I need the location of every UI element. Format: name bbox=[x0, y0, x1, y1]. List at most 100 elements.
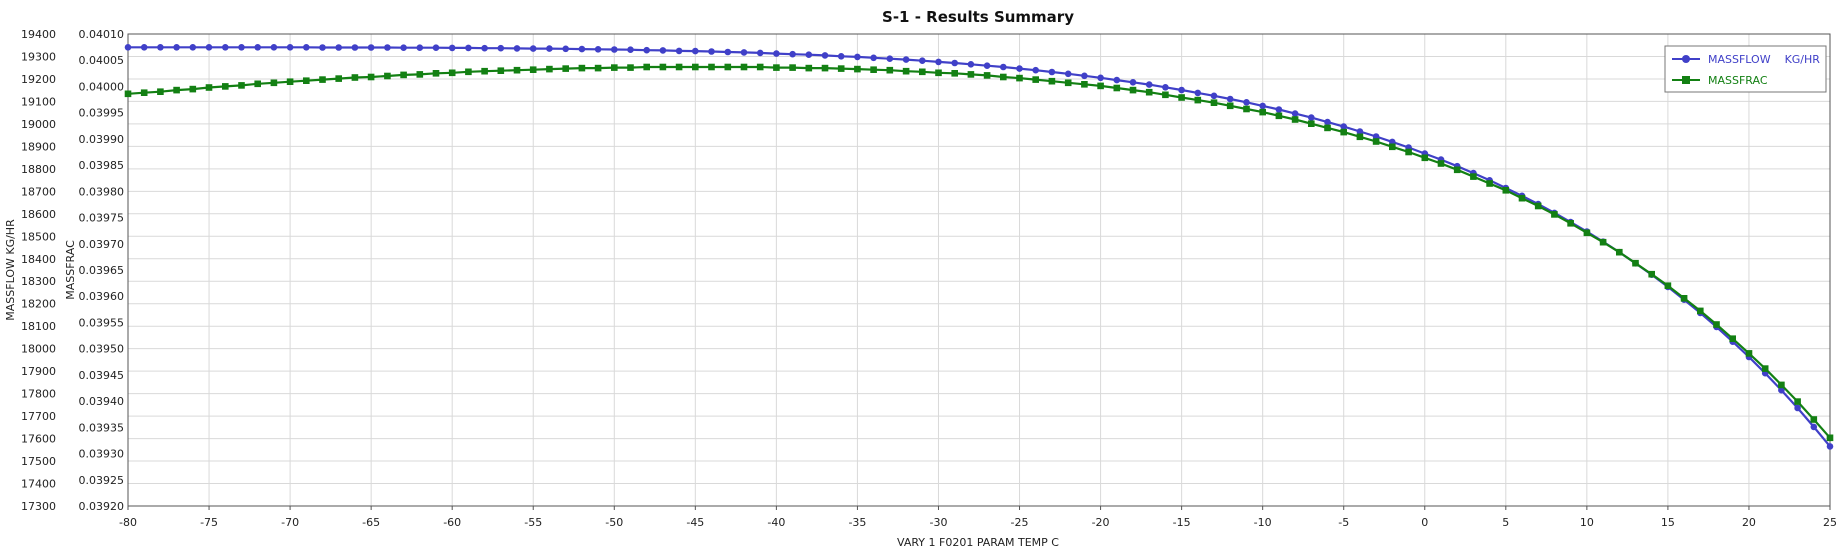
massflow-point bbox=[416, 44, 424, 51]
massfrac-point bbox=[1761, 365, 1769, 372]
right-y-tick-label: 0.03985 bbox=[79, 159, 125, 172]
massfrac-point bbox=[1486, 180, 1493, 187]
massfrac-point bbox=[1097, 82, 1104, 90]
massfrac-point bbox=[335, 75, 342, 82]
massfrac-point bbox=[1616, 248, 1623, 256]
massflow-point bbox=[1129, 79, 1137, 86]
right-y-tick-label: 0.03945 bbox=[79, 369, 125, 382]
massfrac-point bbox=[562, 65, 569, 72]
massfrac-point bbox=[1372, 138, 1380, 145]
legend-massfrac-label: MASSFRAC bbox=[1708, 74, 1768, 87]
massflow-point bbox=[1259, 102, 1266, 110]
massfrac-point bbox=[1421, 154, 1429, 162]
massfrac-point bbox=[1081, 81, 1088, 88]
massfrac-point bbox=[1016, 74, 1023, 82]
massfrac-point bbox=[1697, 307, 1704, 315]
massflow-point bbox=[546, 45, 553, 52]
left-y-tick-label: 17700 bbox=[21, 410, 56, 423]
massfrac-point bbox=[416, 71, 424, 78]
massfrac-point bbox=[497, 67, 505, 74]
massfrac-point bbox=[189, 85, 197, 93]
massfrac-point bbox=[1356, 133, 1364, 141]
massflow-point bbox=[692, 47, 699, 55]
x-tick-label: -80 bbox=[119, 516, 137, 529]
massflow-point bbox=[967, 61, 975, 68]
massfrac-point bbox=[448, 69, 456, 77]
massflow-point bbox=[902, 56, 910, 63]
massfrac-point bbox=[594, 64, 602, 72]
massfrac-point bbox=[1794, 398, 1801, 405]
right-y-tick-label: 0.03970 bbox=[79, 238, 125, 251]
massflow-point bbox=[1081, 72, 1088, 80]
massfrac-point bbox=[384, 72, 391, 80]
left-y-tick-label: 18300 bbox=[21, 275, 56, 288]
x-tick-label: 25 bbox=[1823, 516, 1837, 529]
massfrac-point bbox=[1324, 124, 1331, 132]
massfrac-point bbox=[1194, 96, 1202, 104]
x-tick-label: -55 bbox=[524, 516, 542, 529]
x-tick-label: 15 bbox=[1661, 516, 1675, 529]
massflow-point bbox=[319, 44, 326, 51]
x-tick-label: -45 bbox=[686, 516, 704, 529]
massfrac-point bbox=[1567, 220, 1574, 227]
massfrac-point bbox=[222, 83, 229, 90]
massfrac-point bbox=[140, 89, 148, 96]
x-tick-label: 5 bbox=[1502, 516, 1509, 529]
left-y-axis-ticks: 17300 17400 17500 17600 17700 17800 17900 18000… bbox=[21, 28, 56, 513]
massfrac-point bbox=[400, 71, 407, 79]
right-y-tick-label: 0.03990 bbox=[79, 133, 125, 146]
massfrac-point bbox=[1502, 187, 1510, 194]
massflow-point bbox=[140, 44, 148, 51]
massflow-point bbox=[611, 46, 618, 53]
massfrac-point bbox=[919, 68, 926, 76]
left-y-tick-label: 18700 bbox=[21, 185, 56, 198]
massflow-point bbox=[497, 44, 505, 52]
massflow-point bbox=[1113, 76, 1121, 84]
massflow-point bbox=[1016, 65, 1023, 72]
legend-massflow-label: MASSFLOW KG/HR bbox=[1708, 53, 1820, 66]
massfrac-point bbox=[1113, 84, 1121, 92]
right-y-tick-label: 0.03980 bbox=[79, 185, 125, 198]
left-y-tick-label: 19000 bbox=[21, 118, 56, 131]
right-y-tick-label: 0.03960 bbox=[79, 290, 125, 303]
massflow-point bbox=[1372, 133, 1380, 140]
massfrac-point bbox=[870, 66, 877, 73]
massfrac-point bbox=[238, 82, 245, 89]
massflow-point bbox=[935, 58, 942, 66]
x-axis-label: VARY 1 F0201 PARAM TEMP C bbox=[897, 536, 1059, 549]
series-group bbox=[124, 44, 1834, 450]
left-y-tick-label: 18800 bbox=[21, 163, 56, 176]
massflow-point bbox=[837, 53, 845, 60]
massflow-point bbox=[529, 45, 537, 52]
massfrac-point bbox=[1713, 321, 1720, 328]
massflow-point bbox=[1000, 63, 1007, 71]
massfrac-point bbox=[1145, 88, 1153, 96]
left-y-tick-label: 19400 bbox=[21, 28, 56, 41]
left-y-tick-label: 17800 bbox=[21, 388, 56, 401]
massflow-point bbox=[627, 46, 634, 53]
chart-title: S-1 - Results Summary bbox=[882, 8, 1074, 26]
massfrac-point bbox=[756, 63, 764, 71]
right-y-tick-label: 0.03920 bbox=[79, 500, 125, 513]
massflow-point bbox=[335, 44, 343, 51]
left-y-tick-label: 18200 bbox=[21, 298, 56, 311]
massfrac-point bbox=[1178, 94, 1185, 101]
x-tick-label: -40 bbox=[767, 516, 785, 529]
massflow-point bbox=[773, 50, 780, 57]
massfrac-point bbox=[1308, 120, 1315, 127]
massflow-point bbox=[789, 50, 796, 58]
massfrac-point bbox=[1210, 99, 1218, 106]
massfrac-point bbox=[367, 73, 375, 81]
massfrac-point bbox=[1729, 335, 1736, 342]
massfrac-point bbox=[1810, 416, 1818, 423]
massflow-point bbox=[481, 44, 488, 52]
right-y-tick-label: 0.03925 bbox=[79, 474, 125, 487]
left-y-tick-label: 18600 bbox=[21, 208, 56, 221]
massfrac-point bbox=[1064, 79, 1072, 87]
massflow-point bbox=[367, 44, 375, 51]
massflow-point bbox=[1048, 68, 1056, 76]
massfrac-point bbox=[205, 84, 213, 91]
right-y-tick-label: 0.03975 bbox=[79, 212, 125, 225]
x-axis-ticks: -80 -75 -70 -65 -60 -55 -50 -45 -40 -35 -30 -25 -20-… bbox=[119, 506, 1837, 529]
